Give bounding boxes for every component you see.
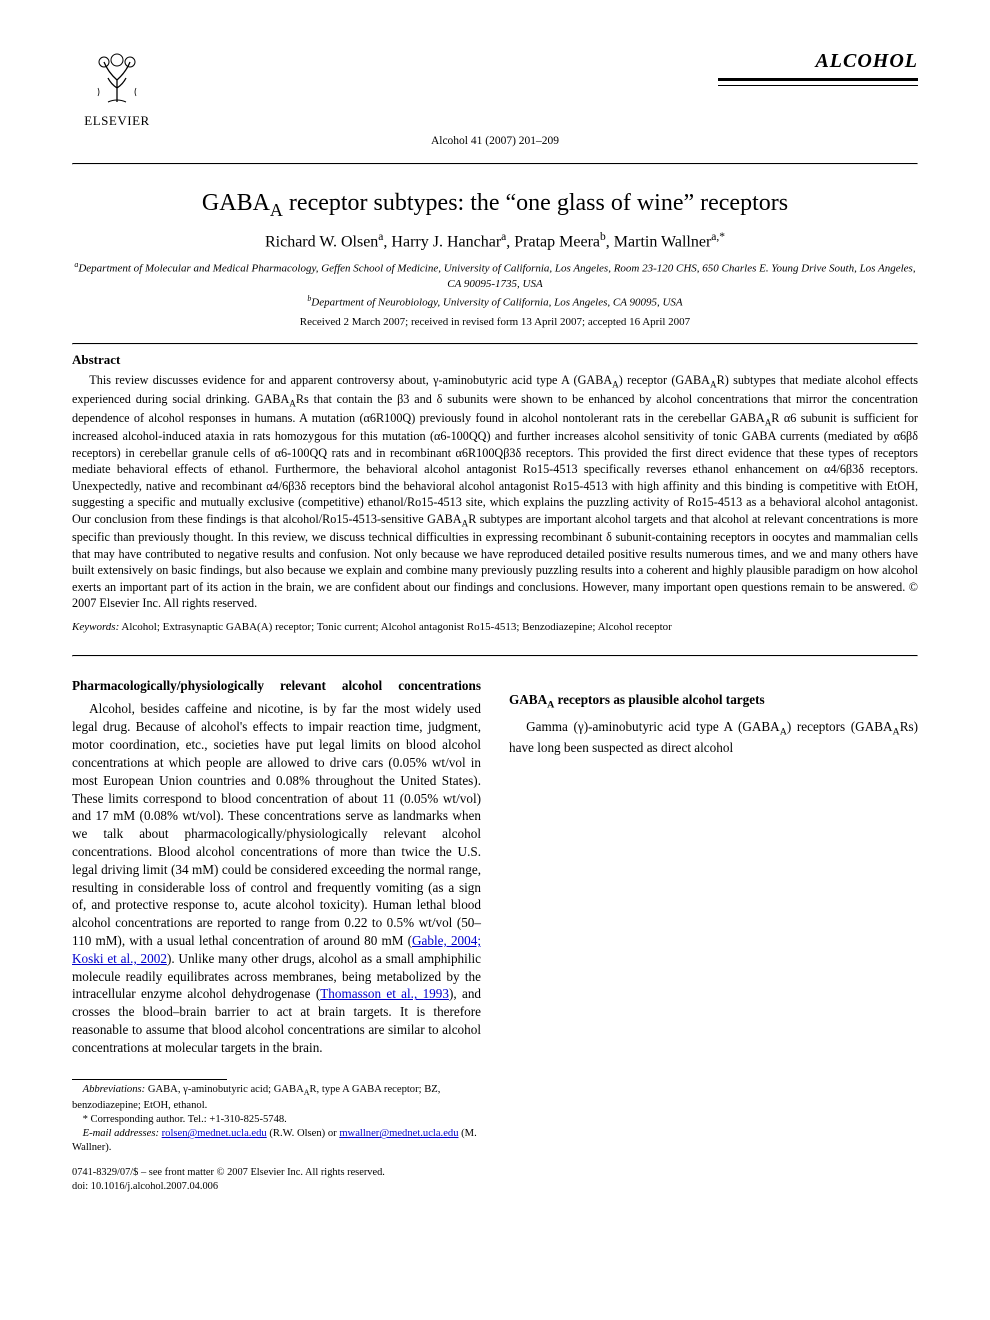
s1-text-1: Alcohol, besides caffeine and nicotine, … [72, 701, 481, 948]
email-link-1[interactable]: rolsen@mednet.ucla.edu [162, 1128, 267, 1139]
doi-line: doi: 10.1016/j.alcohol.2007.04.006 [72, 1180, 481, 1194]
front-matter: 0741-8329/07/$ – see front matter © 2007… [72, 1166, 481, 1180]
email-link-2[interactable]: mwallner@mednet.ucla.edu [339, 1128, 458, 1139]
abstract-heading: Abstract [72, 351, 918, 369]
keywords-line: Keywords: Alcohol; Extrasynaptic GABA(A)… [72, 620, 918, 635]
email-label: E-mail addresses: [83, 1128, 159, 1139]
journal-rule [718, 78, 918, 86]
corresponding-author: * Corresponding author. Tel.: +1-310-825… [72, 1113, 481, 1127]
affiliation-a: aDepartment of Molecular and Medical Pha… [72, 259, 918, 292]
abstract-text: This review discusses evidence for and a… [72, 372, 918, 612]
email-line: E-mail addresses: rolsen@mednet.ucla.edu… [72, 1127, 481, 1156]
affiliation-b: bDepartment of Neurobiology, University … [72, 293, 918, 311]
article-dates: Received 2 March 2007; received in revis… [72, 315, 918, 330]
publisher-logo-block: ELSEVIER [72, 48, 162, 130]
s2-text-mid: ) receptors (GABA [787, 719, 893, 734]
email-1-after: (R.W. Olsen) or [267, 1128, 340, 1139]
publisher-name: ELSEVIER [72, 112, 162, 130]
s2-text-pre: Gamma (γ)-aminobutyric acid type A (GABA [526, 719, 780, 734]
section-1-para: Alcohol, besides caffeine and nicotine, … [72, 700, 481, 1056]
mid-rule [72, 343, 918, 345]
page-header: ELSEVIER ALCOHOL [72, 48, 918, 130]
article-title: GABAA receptor subtypes: the “one glass … [72, 187, 918, 222]
citation-link-thomasson[interactable]: Thomasson et al., 1993 [320, 986, 449, 1001]
affiliation-b-text: Department of Neurobiology, University o… [311, 296, 682, 308]
footnote-rule [72, 1079, 227, 1080]
top-rule [72, 163, 918, 165]
elsevier-tree-icon [86, 48, 148, 110]
section-1-heading: Pharmacologically/physiologically releva… [72, 677, 481, 695]
section-2-heading: GABAA receptors as plausible alcohol tar… [509, 691, 918, 712]
title-text-post: receptor subtypes: the “one glass of win… [283, 190, 788, 216]
author-line: Richard W. Olsena, Harry J. Hanchara, Pr… [72, 230, 918, 253]
footnotes: Abbreviations: GABA, γ-aminobutyric acid… [72, 1083, 481, 1156]
title-text-pre: GABA [202, 190, 270, 216]
citation-line: Alcohol 41 (2007) 201–209 [72, 134, 918, 150]
journal-block: ALCOHOL [718, 48, 918, 86]
title-sub: A [270, 200, 283, 220]
affiliation-a-text: Department of Molecular and Medical Phar… [78, 263, 915, 290]
abbrev-line: Abbreviations: GABA, γ-aminobutyric acid… [72, 1083, 481, 1113]
section-2-para: Gamma (γ)-aminobutyric acid type A (GABA… [509, 718, 918, 757]
abbrev-label: Abbreviations: [83, 1084, 146, 1095]
keywords-text: Alcohol; Extrasynaptic GABA(A) receptor;… [119, 621, 672, 633]
body-columns: Pharmacologically/physiologically releva… [72, 673, 918, 1194]
s2-head-pre: GABA [509, 692, 547, 707]
s2-head-post: receptors as plausible alcohol targets [554, 692, 764, 707]
keywords-label: Keywords: [72, 621, 119, 633]
journal-name: ALCOHOL [718, 48, 918, 75]
